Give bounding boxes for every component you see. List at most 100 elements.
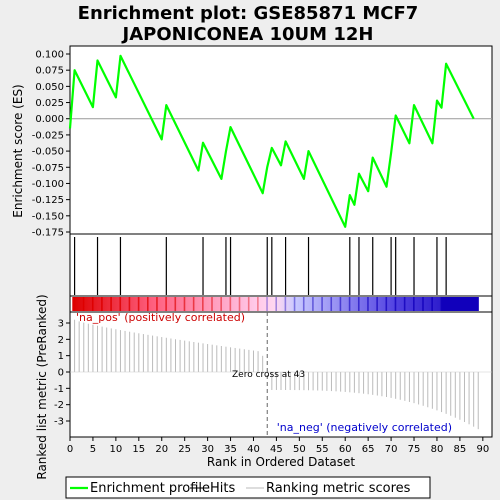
es-tick-label: -0.050 [32, 147, 64, 158]
rank-bar-stripe [302, 297, 305, 311]
hit-lines [73, 237, 447, 295]
rank-bar-stripe [247, 297, 250, 311]
x-tick-label: 40 [247, 444, 260, 455]
rank-bar-stripe [403, 297, 406, 311]
metric-bars [70, 312, 492, 437]
rank-bar-stripe [422, 297, 424, 311]
rank-bar-stripe [357, 297, 360, 311]
x-tick-label: 65 [362, 444, 375, 455]
x-tick-label: 20 [155, 444, 168, 455]
x-tick-label: 30 [201, 444, 214, 455]
es-curve [68, 54, 475, 228]
metric-axis: 3 2 1 0 -1 -2 -3 [54, 319, 70, 428]
x-tick-label: 80 [431, 444, 444, 455]
es-axis: 0.100 0.075 0.050 0.025 0.000 -0.025 -0.050 -0.… [32, 50, 70, 239]
metric-tick-label: -3 [54, 417, 64, 428]
rank-bar-stripe [183, 297, 186, 311]
rank-bar-stripe [312, 297, 314, 311]
x-tick-label: 75 [408, 444, 421, 455]
es-tick-label: -0.175 [32, 228, 64, 239]
rank-bar-stripe [348, 297, 351, 311]
legend-label: Hits [210, 481, 235, 496]
rank-bar-stripe [330, 297, 333, 311]
es-curve-group [68, 54, 475, 228]
metric-axis-label: Ranked list metric (PreRanked) [35, 294, 49, 479]
zero-cross-label: Zero cross at 43 [232, 370, 305, 380]
metric-tick-label: 1 [58, 351, 64, 362]
rank-bar-stripe [339, 297, 342, 311]
es-tick-label: -0.025 [32, 130, 64, 141]
rank-bar-stripe [394, 297, 397, 311]
es-panel [69, 45, 493, 235]
rank-bar-stripe [192, 297, 195, 311]
metric-tick-label: -1 [54, 384, 64, 395]
metric-tick-label: -2 [54, 400, 64, 411]
rank-bar-stripe [202, 297, 204, 311]
rank-bar-stripe [275, 297, 278, 311]
rank-bar-stripe [367, 297, 369, 311]
rank-bar-stripe [165, 297, 167, 311]
rank-bar-stripe [440, 297, 443, 311]
legend: Enrichment profile Hits Ranking metric sco… [70, 481, 411, 496]
x-axis: 0 5 10 15 20 25 30 35 40 45 50 55 60 65 70 75 80 85 90 [67, 437, 489, 455]
rank-bar-stripe [293, 297, 296, 311]
hits-panel [69, 233, 493, 297]
x-tick-label: 0 [67, 444, 73, 455]
x-tick-label: 15 [132, 444, 145, 455]
es-tick-label: 0.000 [35, 114, 64, 125]
rank-bar-stripe [91, 297, 94, 311]
rank-bar-tail [441, 297, 479, 311]
rank-bar-stripe [376, 297, 378, 311]
rank-bar-stripe [146, 297, 149, 311]
rank-bar-stripe [110, 297, 112, 311]
x-tick-label: 35 [224, 444, 237, 455]
metric-tick-label: 3 [58, 319, 64, 330]
rank-bar-stripe [211, 297, 213, 311]
x-axis-label: Rank in Ordered Dataset [207, 455, 355, 469]
es-tick-label: -0.125 [32, 195, 64, 206]
es-tick-label: -0.075 [32, 163, 64, 174]
legend-label: Ranking metric scores [266, 481, 411, 496]
rank-bar-stripe [137, 297, 140, 311]
es-tick-label: 0.100 [35, 50, 64, 61]
rank-bar-gradient [72, 297, 479, 311]
x-tick-label: 55 [316, 444, 329, 455]
rank-bar-stripe [284, 297, 287, 311]
metric-tick-label: 0 [58, 368, 64, 379]
rank-bar-stripe [413, 297, 415, 311]
rank-bar-stripe [101, 297, 103, 311]
rank-bar-stripe [156, 297, 158, 311]
x-tick-label: 10 [110, 444, 123, 455]
rank-bar-stripe [128, 297, 131, 311]
x-tick-label: 50 [293, 444, 306, 455]
neg-correlated-label: 'na_neg' (negatively correlated) [277, 421, 452, 434]
x-tick-label: 45 [270, 444, 283, 455]
x-tick-label: 90 [476, 444, 489, 455]
chart-title-line2: JAPONICONEA 10UM 12H [121, 24, 374, 45]
rank-bar-stripe [82, 297, 85, 311]
rank-bar-stripe [266, 297, 268, 311]
x-tick-label: 5 [90, 444, 96, 455]
chart-title-line1: Enrichment plot: GSE85871 MCF7 [78, 3, 419, 24]
rank-bar [72, 297, 479, 311]
rank-bar-stripe [119, 297, 122, 311]
rank-bar-stripe [431, 297, 433, 311]
x-tick-label: 60 [339, 444, 352, 455]
rank-bar-stripe [229, 297, 232, 311]
es-tick-label: -0.150 [32, 211, 64, 222]
rank-bar-stripe [174, 297, 177, 311]
rank-bar-stripe [73, 297, 76, 311]
rank-bar-stripe [220, 297, 222, 311]
legend-label: Enrichment profile [90, 481, 210, 496]
rank-bar-stripe [385, 297, 388, 311]
es-tick-label: 0.050 [35, 82, 64, 93]
es-tick-label: 0.075 [35, 66, 64, 77]
rank-bar-stripe [238, 297, 241, 311]
rank-bar-stripe [321, 297, 323, 311]
rank-bar-stripe [257, 297, 259, 311]
es-axis-label: Enrichment score (ES) [11, 84, 25, 217]
pos-correlated-label: 'na_pos' (positively correlated) [76, 311, 245, 324]
es-tick-label: 0.025 [35, 98, 64, 109]
